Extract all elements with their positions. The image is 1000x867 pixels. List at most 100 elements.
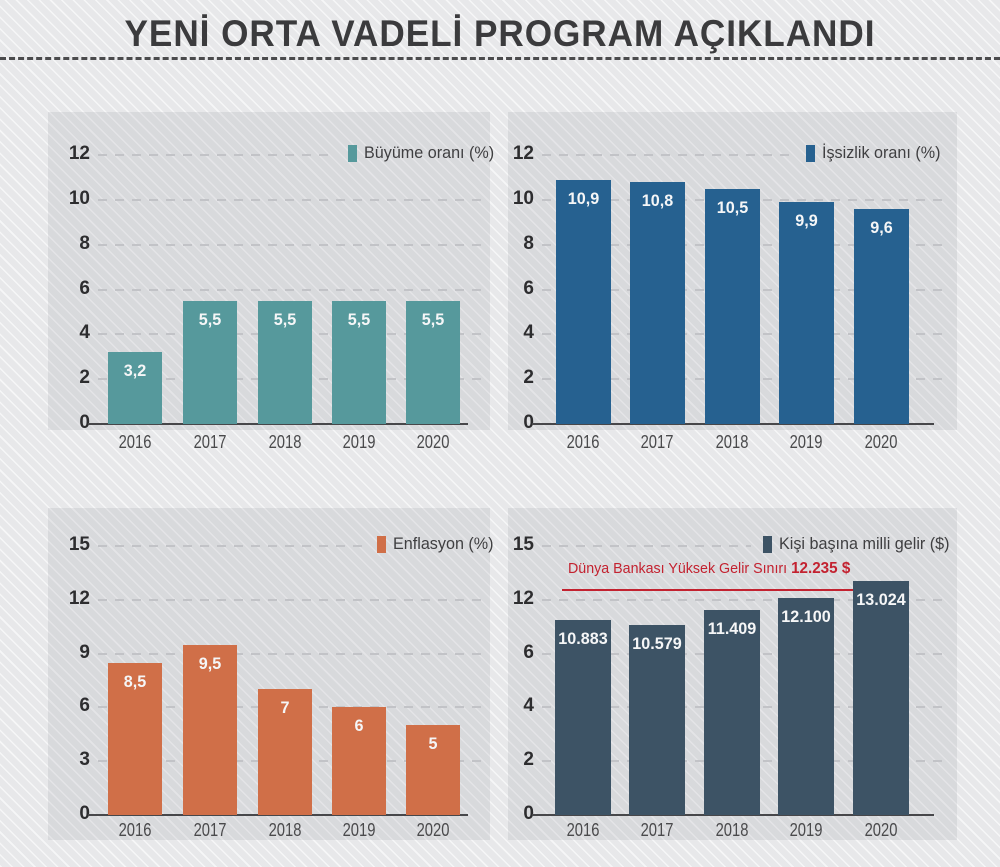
bar-value-label: 10.883	[558, 629, 608, 648]
gridline	[98, 154, 336, 156]
y-tick-label: 12	[68, 143, 90, 164]
legend-swatch-icon	[377, 535, 386, 553]
y-tick-label: 2	[79, 367, 90, 389]
x-year-label: 2020	[864, 432, 898, 452]
page-title: YENİ ORTA VADELİ PROGRAM AÇIKLANDI	[124, 13, 876, 54]
bar-value-label: 5,5	[421, 310, 445, 329]
y-tick-label: 15	[68, 534, 90, 555]
bar-value-label: 3,2	[123, 361, 147, 380]
gridline	[542, 598, 948, 601]
x-year-label: 2019	[342, 432, 376, 452]
bar-2019	[778, 202, 834, 424]
y-tick-label: 2	[523, 367, 534, 389]
gridline	[98, 243, 482, 246]
x-year-label: 2016	[566, 432, 600, 452]
bar-2020	[406, 725, 460, 815]
bar-value-label: 5,5	[273, 310, 297, 329]
bar-2018	[704, 189, 760, 424]
gridline	[98, 288, 482, 291]
y-tick-label: 0	[523, 412, 534, 433]
legend-label: Kişi başına milli gelir ($)	[779, 534, 950, 553]
bar-value-label: 6	[354, 716, 364, 735]
gridline	[98, 545, 365, 547]
x-axis-line	[88, 423, 468, 425]
bar-2019	[332, 707, 386, 815]
x-year-label: 2019	[789, 820, 823, 840]
bar-value-label: 10.579	[632, 634, 682, 653]
bar-value-label: 11.409	[707, 619, 757, 638]
bar-value-label: 5,5	[198, 310, 222, 329]
bar-2018	[258, 689, 312, 815]
bar-2019	[778, 598, 834, 815]
y-tick-label: 6	[523, 641, 534, 663]
bar-2017	[183, 645, 237, 815]
threshold-label: Dünya Bankası Yüksek Gelir Sınırı 12.235…	[568, 560, 850, 578]
x-year-label: 2020	[416, 820, 450, 840]
bar-value-label: 10,5	[716, 198, 748, 217]
legend-growth: Büyüme oranı (%)	[348, 143, 501, 163]
threshold-label-text: Dünya Bankası Yüksek Gelir Sınırı	[568, 560, 792, 577]
x-year-label: 2016	[118, 432, 152, 452]
y-tick-label: 0	[79, 803, 90, 824]
bar-2017	[183, 301, 237, 424]
y-tick-label: 2	[523, 749, 534, 771]
y-tick-label: 12	[512, 587, 534, 609]
x-year-label: 2020	[416, 432, 450, 452]
title-dashed-rule	[0, 57, 1000, 60]
x-year-label: 2019	[342, 820, 376, 840]
bar-value-label: 9,9	[794, 211, 818, 230]
x-axis-line	[532, 814, 934, 816]
y-tick-label: 8	[523, 232, 534, 254]
y-tick-label: 12	[512, 143, 534, 164]
x-year-label: 2018	[268, 432, 302, 452]
legend-swatch-icon	[763, 535, 772, 553]
x-year-label: 2017	[193, 820, 227, 840]
bar-2020	[853, 581, 909, 815]
bar-value-label: 5,5	[347, 310, 371, 329]
y-tick-label: 4	[79, 322, 90, 344]
legend-label: Enflasyon (%)	[393, 534, 494, 553]
gridline	[542, 154, 794, 156]
bar-value-label: 9,5	[198, 654, 222, 673]
bar-value-label: 10,8	[641, 191, 673, 210]
x-year-label: 2017	[640, 820, 674, 840]
bar-value-label: 8,5	[123, 672, 147, 691]
y-tick-label: 9	[79, 641, 90, 663]
y-tick-label: 12	[68, 587, 90, 609]
bar-2018	[704, 610, 760, 815]
y-tick-label: 6	[79, 277, 90, 299]
legend-inflation: Enflasyon (%)	[377, 534, 499, 554]
x-year-label: 2016	[118, 820, 152, 840]
bar-2016	[108, 352, 162, 424]
x-year-label: 2017	[640, 432, 674, 452]
legend-label: İşsizlik oranı (%)	[822, 143, 941, 162]
legend-label: Büyüme oranı (%)	[364, 143, 495, 162]
y-tick-label: 4	[523, 322, 534, 344]
x-year-label: 2019	[789, 432, 823, 452]
bar-value-label: 7	[280, 698, 290, 717]
x-axis-line	[532, 423, 934, 425]
bar-2020	[853, 209, 909, 424]
legend-swatch-icon	[806, 144, 815, 162]
bar-value-label: 10,9	[567, 189, 599, 208]
bar-value-label: 5	[428, 734, 438, 753]
y-tick-label: 0	[523, 803, 534, 824]
y-tick-label: 15	[512, 534, 534, 555]
bar-value-label: 9,6	[869, 218, 893, 237]
bar-value-label: 12.100	[781, 607, 831, 626]
x-year-label: 2018	[715, 432, 749, 452]
y-tick-label: 10	[68, 187, 90, 209]
x-year-label: 2017	[193, 432, 227, 452]
x-year-label: 2020	[864, 820, 898, 840]
y-tick-label: 6	[79, 695, 90, 717]
y-tick-label: 3	[79, 749, 90, 771]
gridline	[98, 598, 482, 601]
y-tick-label: 0	[79, 412, 90, 433]
bar-2016	[555, 620, 611, 815]
x-year-label: 2016	[566, 820, 600, 840]
gridline	[98, 198, 482, 201]
bar-2017	[629, 625, 685, 815]
threshold-line	[562, 589, 853, 591]
x-year-label: 2018	[268, 820, 302, 840]
y-tick-label: 4	[523, 695, 534, 717]
